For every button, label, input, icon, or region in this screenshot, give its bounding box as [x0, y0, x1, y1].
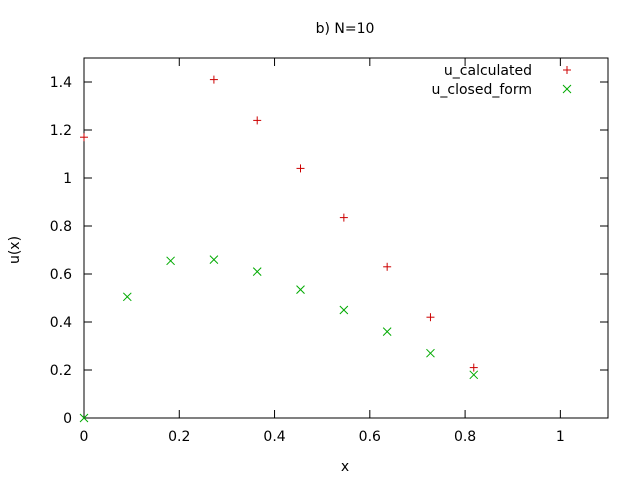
data-point-u_closed_form [252, 267, 262, 276]
y-tick-label: 0.8 [50, 219, 72, 235]
y-tick-label: 0 [63, 411, 72, 427]
data-point-u_closed_form [122, 292, 132, 302]
legend-marker [562, 84, 572, 94]
y-tick-label: 0.6 [50, 267, 72, 283]
data-point-u_calculated [383, 262, 392, 271]
y-tick-label: 0.4 [50, 315, 72, 331]
data-point-u_closed_form [382, 327, 392, 336]
x-axis-label: x [341, 459, 349, 475]
data-point-u_calculated [209, 75, 218, 84]
x-tick-label: 0.6 [359, 429, 381, 445]
y-axis-label: u(x) [7, 236, 23, 264]
data-point-u_closed_form [166, 256, 175, 266]
data-point-u_calculated [426, 313, 435, 322]
data-point-u_closed_form [79, 413, 89, 423]
data-point-u_calculated [253, 116, 262, 125]
data-points [79, 75, 479, 423]
axis-ticks: 0 0.2 0.4 0.6 0.8 1 0 0.2 0.4 0.6 0.8 1 1.2 1.4 [50, 58, 608, 445]
y-tick-label: 1.4 [50, 75, 72, 91]
y-tick-label: 1 [63, 171, 72, 187]
plot-area [83, 57, 609, 419]
data-point-u_closed_form [296, 285, 305, 294]
y-tick-label: 0.2 [50, 363, 72, 379]
data-point-u_calculated [80, 133, 88, 142]
x-tick-label: 0.8 [454, 429, 476, 445]
data-point-u_closed_form [209, 255, 219, 264]
legend-label: u_closed_form [432, 82, 532, 98]
legend-label: u_calculated [444, 63, 532, 79]
data-point-u_calculated [296, 164, 305, 173]
plot-border [83, 57, 609, 419]
data-point-u_closed_form [339, 305, 349, 315]
y-tick-label: 1.2 [50, 123, 72, 139]
legend: u_calculated u_closed_form [432, 63, 572, 98]
chart-title: b) N=10 [316, 21, 375, 37]
data-point-u_calculated [469, 363, 478, 372]
legend-marker [563, 66, 571, 74]
data-point-u_closed_form [469, 370, 479, 380]
x-tick-label: 1 [556, 429, 565, 445]
data-point-u_closed_form [426, 348, 435, 358]
data-point-u_calculated [339, 213, 348, 222]
x-tick-label: 0.2 [168, 429, 190, 445]
x-tick-label: 0.4 [263, 429, 285, 445]
x-tick-label: 0 [80, 429, 89, 445]
